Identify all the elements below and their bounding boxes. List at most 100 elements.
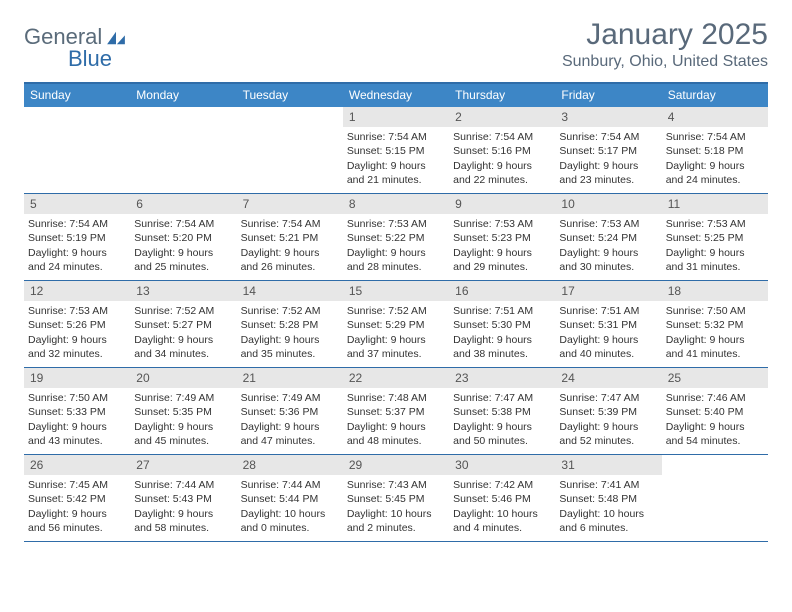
daylight-line-1: Daylight: 9 hours [241, 246, 339, 260]
day-cell: 8Sunrise: 7:53 AMSunset: 5:22 PMDaylight… [343, 194, 449, 280]
sunrise-line: Sunrise: 7:54 AM [347, 130, 445, 144]
daylight-line-1: Daylight: 10 hours [559, 507, 657, 521]
daylight-line-1: Daylight: 9 hours [666, 246, 764, 260]
day-cell: 7Sunrise: 7:54 AMSunset: 5:21 PMDaylight… [237, 194, 343, 280]
week-row: 26Sunrise: 7:45 AMSunset: 5:42 PMDayligh… [24, 454, 768, 541]
sunrise-line: Sunrise: 7:50 AM [666, 304, 764, 318]
day-number: 20 [130, 368, 236, 388]
calendar-grid: SundayMondayTuesdayWednesdayThursdayFrid… [24, 82, 768, 542]
sunrise-line: Sunrise: 7:51 AM [559, 304, 657, 318]
sunrise-line: Sunrise: 7:54 AM [134, 217, 232, 231]
daylight-line-1: Daylight: 9 hours [559, 420, 657, 434]
daylight-line-2: and 56 minutes. [28, 521, 126, 535]
week-row: 5Sunrise: 7:54 AMSunset: 5:19 PMDaylight… [24, 193, 768, 280]
daylight-line-1: Daylight: 9 hours [347, 420, 445, 434]
day-cell: 14Sunrise: 7:52 AMSunset: 5:28 PMDayligh… [237, 281, 343, 367]
day-number: 1 [343, 107, 449, 127]
day-number: 22 [343, 368, 449, 388]
sunset-line: Sunset: 5:39 PM [559, 405, 657, 419]
daylight-line-1: Daylight: 9 hours [559, 333, 657, 347]
daylight-line-2: and 41 minutes. [666, 347, 764, 361]
daylight-line-1: Daylight: 9 hours [347, 333, 445, 347]
daylight-line-1: Daylight: 9 hours [666, 159, 764, 173]
daylight-line-1: Daylight: 9 hours [134, 333, 232, 347]
sunrise-line: Sunrise: 7:51 AM [453, 304, 551, 318]
day-cell: 13Sunrise: 7:52 AMSunset: 5:27 PMDayligh… [130, 281, 236, 367]
day-number: 15 [343, 281, 449, 301]
sunrise-line: Sunrise: 7:53 AM [559, 217, 657, 231]
day-cell: 4Sunrise: 7:54 AMSunset: 5:18 PMDaylight… [662, 107, 768, 193]
daylight-line-2: and 32 minutes. [28, 347, 126, 361]
daylight-line-1: Daylight: 10 hours [347, 507, 445, 521]
day-cell: 15Sunrise: 7:52 AMSunset: 5:29 PMDayligh… [343, 281, 449, 367]
sunset-line: Sunset: 5:19 PM [28, 231, 126, 245]
day-number: 9 [449, 194, 555, 214]
calendar-bottom-rule [24, 541, 768, 542]
daylight-line-2: and 22 minutes. [453, 173, 551, 187]
day-cell: 18Sunrise: 7:50 AMSunset: 5:32 PMDayligh… [662, 281, 768, 367]
daylight-line-2: and 24 minutes. [28, 260, 126, 274]
sunset-line: Sunset: 5:17 PM [559, 144, 657, 158]
sunrise-line: Sunrise: 7:46 AM [666, 391, 764, 405]
day-cell: 2Sunrise: 7:54 AMSunset: 5:16 PMDaylight… [449, 107, 555, 193]
sunrise-line: Sunrise: 7:53 AM [28, 304, 126, 318]
dow-sunday: Sunday [24, 84, 130, 107]
day-cell: 19Sunrise: 7:50 AMSunset: 5:33 PMDayligh… [24, 368, 130, 454]
dow-friday: Friday [555, 84, 661, 107]
day-cell: 24Sunrise: 7:47 AMSunset: 5:39 PMDayligh… [555, 368, 661, 454]
sunset-line: Sunset: 5:15 PM [347, 144, 445, 158]
daylight-line-2: and 28 minutes. [347, 260, 445, 274]
daylight-line-1: Daylight: 9 hours [134, 246, 232, 260]
sunset-line: Sunset: 5:35 PM [134, 405, 232, 419]
sunset-line: Sunset: 5:37 PM [347, 405, 445, 419]
sunset-line: Sunset: 5:21 PM [241, 231, 339, 245]
daylight-line-2: and 48 minutes. [347, 434, 445, 448]
daylight-line-2: and 29 minutes. [453, 260, 551, 274]
location-text: Sunbury, Ohio, United States [562, 53, 768, 71]
day-cell: 12Sunrise: 7:53 AMSunset: 5:26 PMDayligh… [24, 281, 130, 367]
daylight-line-2: and 58 minutes. [134, 521, 232, 535]
daylight-line-2: and 47 minutes. [241, 434, 339, 448]
day-cell: 27Sunrise: 7:44 AMSunset: 5:43 PMDayligh… [130, 455, 236, 541]
brand-part2: Blue [68, 46, 127, 72]
sunrise-line: Sunrise: 7:52 AM [134, 304, 232, 318]
sunset-line: Sunset: 5:27 PM [134, 318, 232, 332]
sunset-line: Sunset: 5:43 PM [134, 492, 232, 506]
daylight-line-1: Daylight: 9 hours [559, 159, 657, 173]
daylight-line-2: and 38 minutes. [453, 347, 551, 361]
sunrise-line: Sunrise: 7:52 AM [347, 304, 445, 318]
daylight-line-2: and 21 minutes. [347, 173, 445, 187]
sunrise-line: Sunrise: 7:52 AM [241, 304, 339, 318]
brand-logo: GeneralBlue [24, 18, 127, 72]
daylight-line-2: and 4 minutes. [453, 521, 551, 535]
sunset-line: Sunset: 5:25 PM [666, 231, 764, 245]
daylight-line-2: and 52 minutes. [559, 434, 657, 448]
day-cell: 10Sunrise: 7:53 AMSunset: 5:24 PMDayligh… [555, 194, 661, 280]
empty-day [24, 107, 130, 193]
day-number: 6 [130, 194, 236, 214]
sunrise-line: Sunrise: 7:54 AM [241, 217, 339, 231]
daylight-line-1: Daylight: 9 hours [453, 420, 551, 434]
daylight-line-1: Daylight: 9 hours [559, 246, 657, 260]
daylight-line-1: Daylight: 10 hours [241, 507, 339, 521]
sunrise-line: Sunrise: 7:53 AM [666, 217, 764, 231]
daylight-line-2: and 25 minutes. [134, 260, 232, 274]
sunset-line: Sunset: 5:36 PM [241, 405, 339, 419]
day-number: 14 [237, 281, 343, 301]
sunrise-line: Sunrise: 7:54 AM [559, 130, 657, 144]
empty-day [662, 455, 768, 541]
sunset-line: Sunset: 5:28 PM [241, 318, 339, 332]
day-number: 30 [449, 455, 555, 475]
dow-monday: Monday [130, 84, 236, 107]
month-title: January 2025 [562, 18, 768, 51]
sail-icon [105, 30, 127, 46]
daylight-line-1: Daylight: 9 hours [134, 507, 232, 521]
sunset-line: Sunset: 5:16 PM [453, 144, 551, 158]
day-cell: 17Sunrise: 7:51 AMSunset: 5:31 PMDayligh… [555, 281, 661, 367]
daylight-line-2: and 34 minutes. [134, 347, 232, 361]
day-cell: 28Sunrise: 7:44 AMSunset: 5:44 PMDayligh… [237, 455, 343, 541]
sunset-line: Sunset: 5:32 PM [666, 318, 764, 332]
daylight-line-1: Daylight: 9 hours [453, 246, 551, 260]
day-number: 31 [555, 455, 661, 475]
day-number: 3 [555, 107, 661, 127]
